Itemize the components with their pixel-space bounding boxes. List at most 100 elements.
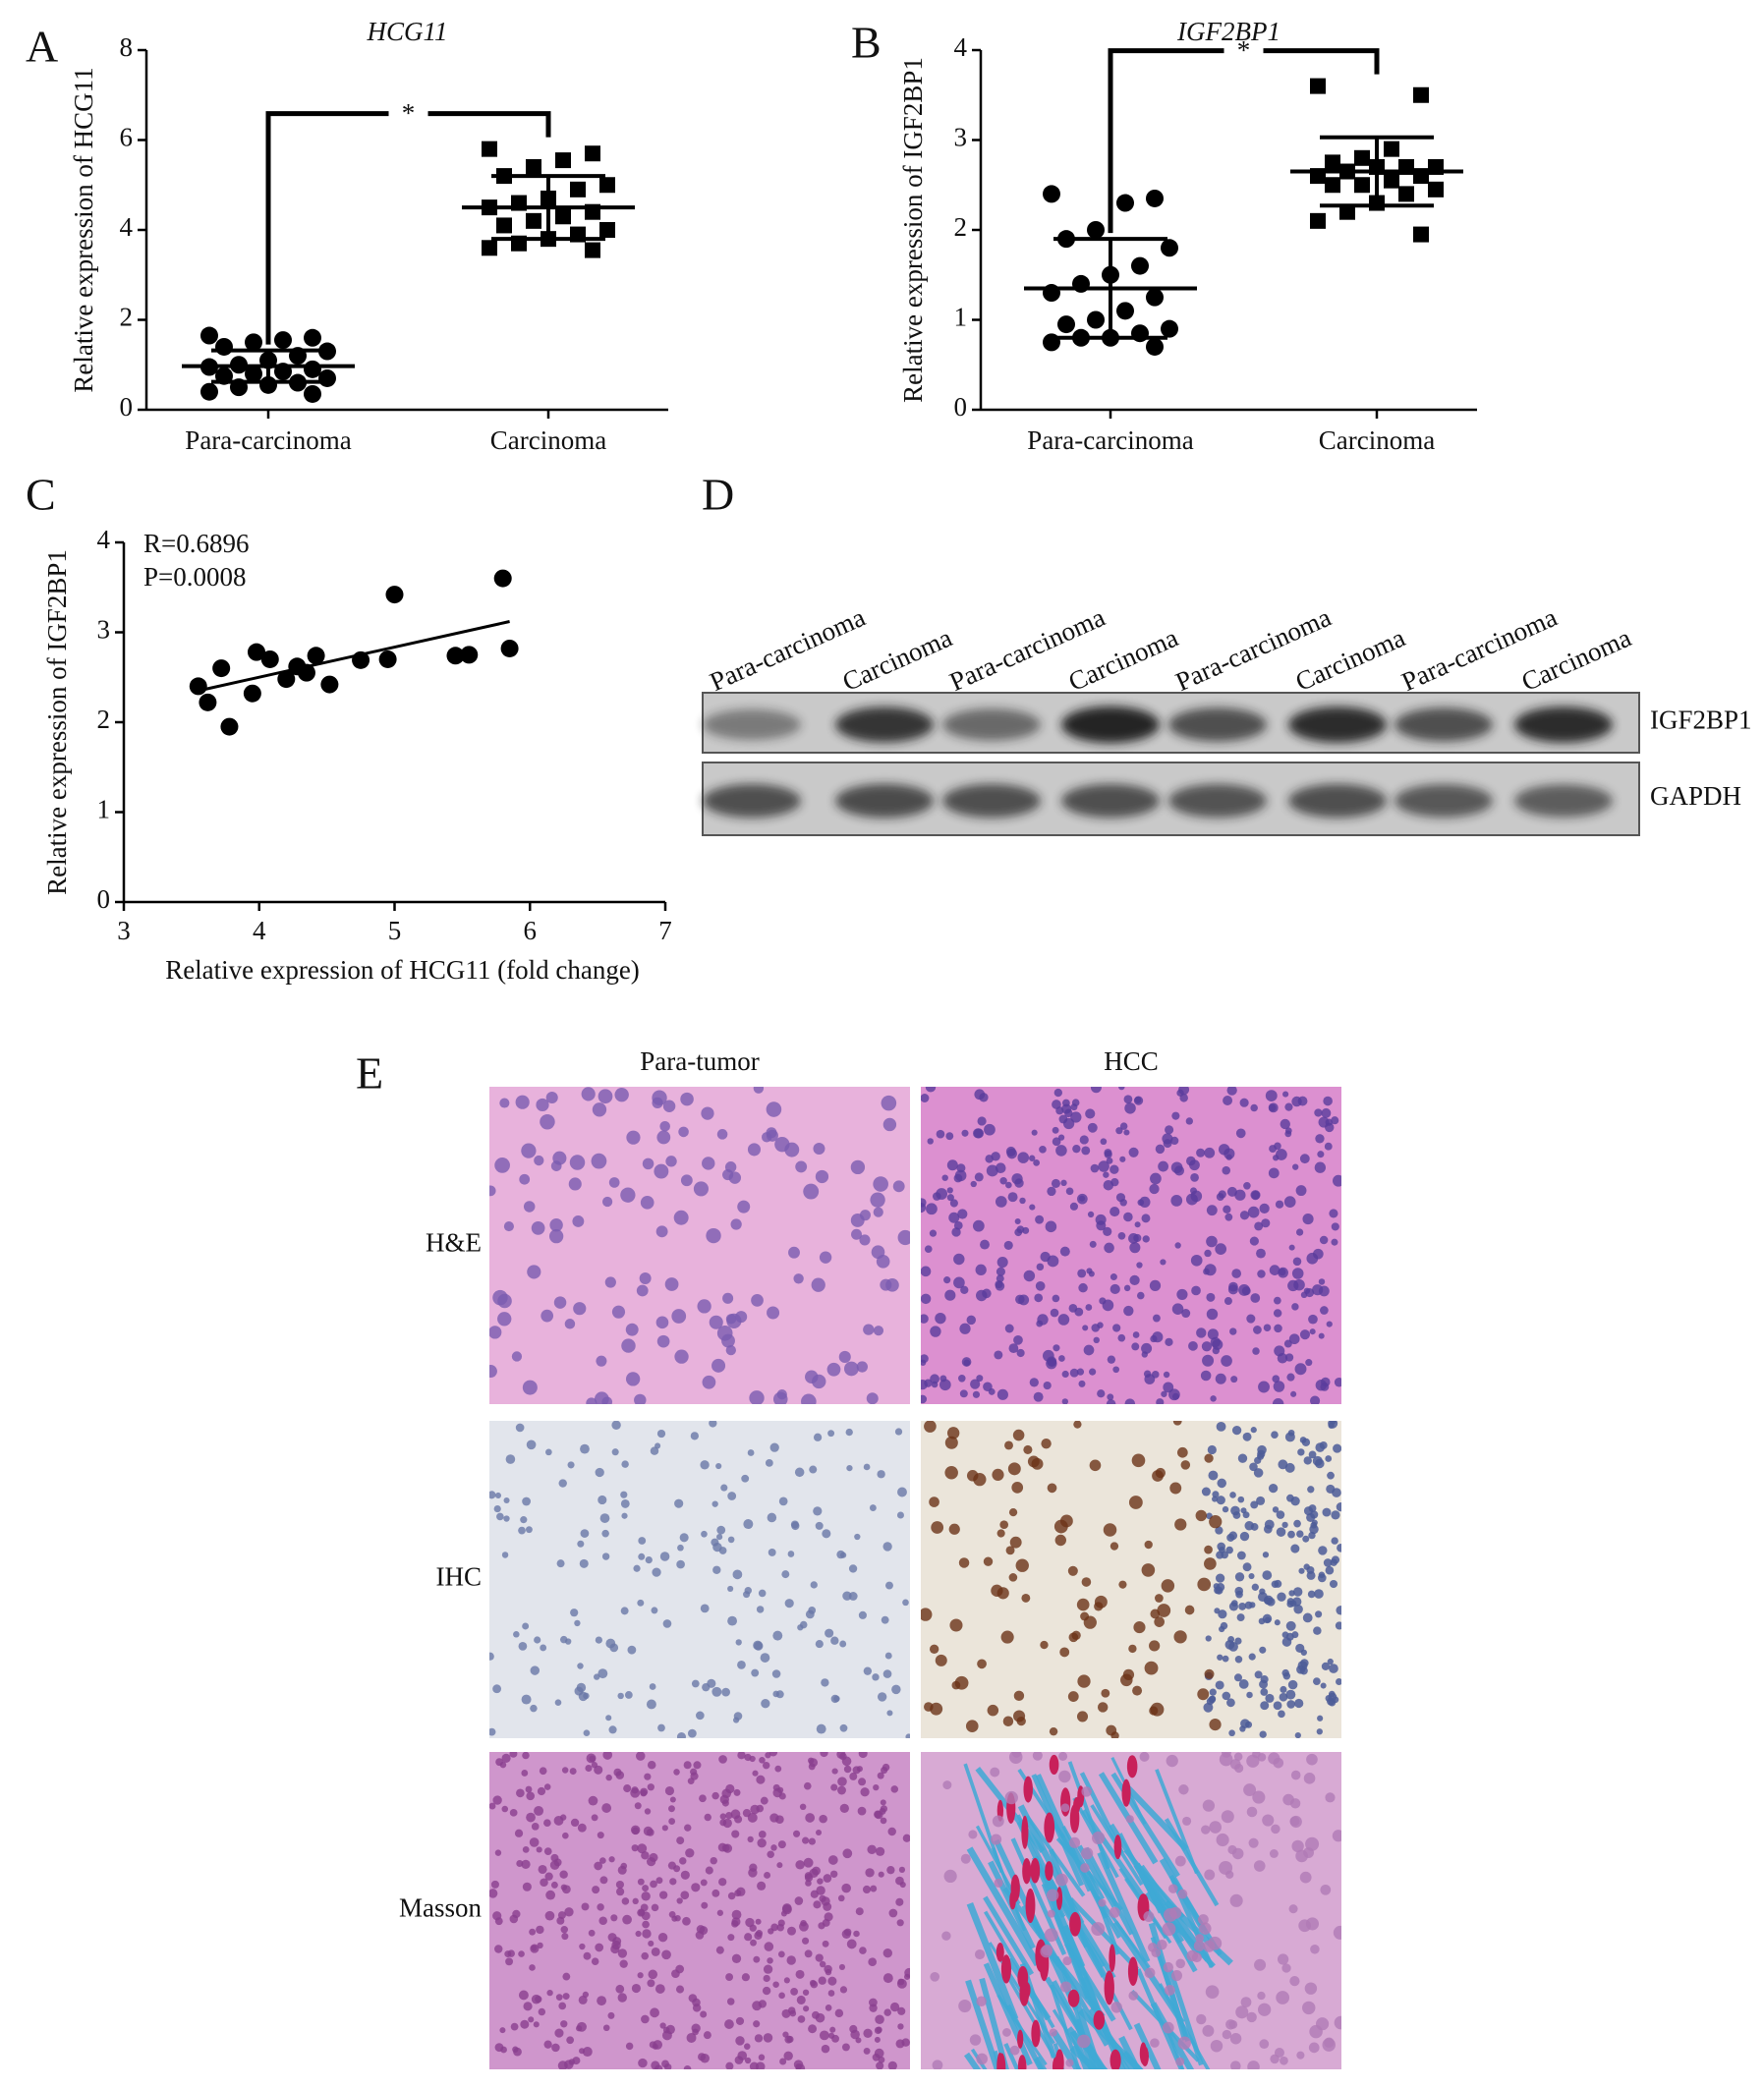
nucleus xyxy=(1317,1715,1324,1722)
blot-band xyxy=(942,708,1041,741)
nucleus xyxy=(1061,1370,1069,1379)
data-point xyxy=(318,342,336,361)
nucleus xyxy=(1296,1530,1304,1538)
nucleus xyxy=(735,2016,745,2026)
nucleus xyxy=(1103,1226,1112,1236)
nucleus xyxy=(784,1142,800,1157)
nucleus xyxy=(1124,1398,1136,1404)
nucleus xyxy=(1107,1393,1114,1401)
nucleus xyxy=(674,1349,689,1364)
nucleus xyxy=(1227,1284,1238,1295)
nucleus xyxy=(1007,1192,1018,1203)
nucleus xyxy=(1204,1147,1216,1158)
nucleus xyxy=(527,1265,541,1279)
nucleus xyxy=(1091,1922,1106,1936)
nucleus xyxy=(1215,1680,1224,1690)
nucleus xyxy=(1004,1790,1018,1805)
nucleus xyxy=(1119,1122,1128,1130)
nucleus xyxy=(703,2031,711,2040)
nucleus xyxy=(1103,1171,1110,1178)
nucleus xyxy=(1169,1906,1182,1919)
nucleus xyxy=(559,1635,568,1644)
nucleus xyxy=(588,1795,598,1806)
nucleus xyxy=(589,1755,596,1763)
nucleus xyxy=(1231,1269,1242,1278)
nucleus xyxy=(1184,1605,1195,1615)
nucleus xyxy=(995,1196,1007,1208)
nucleus xyxy=(875,1846,885,1856)
nucleus xyxy=(1222,1691,1231,1701)
nucleus xyxy=(751,1294,764,1307)
nucleus xyxy=(1132,1685,1143,1696)
row-label: H&E xyxy=(426,1228,482,1258)
nucleus xyxy=(1011,1752,1022,1758)
nucleus xyxy=(642,1885,650,1892)
nucleus xyxy=(693,1761,702,1770)
nucleus xyxy=(1254,1456,1262,1464)
nucleus xyxy=(1251,1190,1261,1200)
nucleus xyxy=(1286,1700,1295,1709)
nucleus xyxy=(700,1604,710,1613)
nucleus xyxy=(1035,1280,1046,1291)
nucleus xyxy=(809,1979,817,1987)
nucleus xyxy=(671,1309,687,1324)
blot-band xyxy=(1288,706,1387,743)
nucleus xyxy=(625,1372,641,1386)
nucleus xyxy=(1128,1991,1139,2001)
nucleus xyxy=(656,1429,666,1439)
nucleus xyxy=(1067,1691,1079,1702)
nucleus xyxy=(727,1585,734,1592)
fiber xyxy=(1052,2057,1060,2069)
fiber xyxy=(1049,1984,1081,2069)
fiber xyxy=(1017,2055,1027,2069)
y-tick-label: 0 xyxy=(120,392,134,422)
nucleus xyxy=(522,1752,530,1760)
nucleus xyxy=(836,1752,846,1759)
nucleus xyxy=(1081,1146,1091,1156)
fiber xyxy=(1052,1980,1105,2069)
data-point xyxy=(1354,149,1370,166)
nucleus xyxy=(1107,1355,1116,1364)
nucleus xyxy=(1238,1679,1249,1689)
nucleus xyxy=(1315,1134,1325,1144)
nucleus xyxy=(673,1769,680,1776)
nucleus xyxy=(1070,1111,1082,1123)
nucleus xyxy=(848,1564,858,1573)
fiber xyxy=(963,2052,982,2069)
nucleus xyxy=(959,1389,968,1398)
nucleus xyxy=(569,1768,577,1776)
nucleus xyxy=(1233,1752,1243,1762)
nucleus xyxy=(802,1937,810,1945)
nucleus xyxy=(1257,1444,1267,1455)
nucleus xyxy=(925,1087,937,1093)
nucleus xyxy=(1000,1630,1014,1644)
nucleus xyxy=(795,1860,805,1870)
nucleus xyxy=(1229,1759,1241,1770)
nucleus xyxy=(579,1558,589,1568)
nucleus xyxy=(991,1834,1002,1845)
nucleus xyxy=(781,1570,790,1579)
nucleus xyxy=(718,1755,727,1764)
nucleus xyxy=(839,1640,847,1648)
nucleus xyxy=(725,1344,736,1356)
nucleus xyxy=(877,1692,887,1702)
data-point xyxy=(307,647,325,665)
nucleus xyxy=(572,2057,581,2065)
nucleus xyxy=(846,1464,853,1472)
nucleus xyxy=(882,1669,892,1678)
y-tick-label: 4 xyxy=(97,525,111,554)
nucleus xyxy=(882,1763,890,1772)
nucleus xyxy=(562,1993,570,2001)
nucleus xyxy=(888,1908,898,1918)
nucleus xyxy=(1123,1305,1134,1317)
fiber xyxy=(1127,1956,1139,1986)
nucleus xyxy=(1090,1163,1100,1173)
nucleus xyxy=(1276,1991,1290,2004)
nucleus xyxy=(1236,1551,1246,1560)
nucleus xyxy=(1161,1579,1175,1593)
nucleus xyxy=(1277,1592,1286,1602)
nucleus xyxy=(1275,1200,1284,1209)
nucleus xyxy=(1117,1231,1126,1240)
nucleus xyxy=(648,1940,654,1948)
nucleus xyxy=(839,1552,847,1558)
